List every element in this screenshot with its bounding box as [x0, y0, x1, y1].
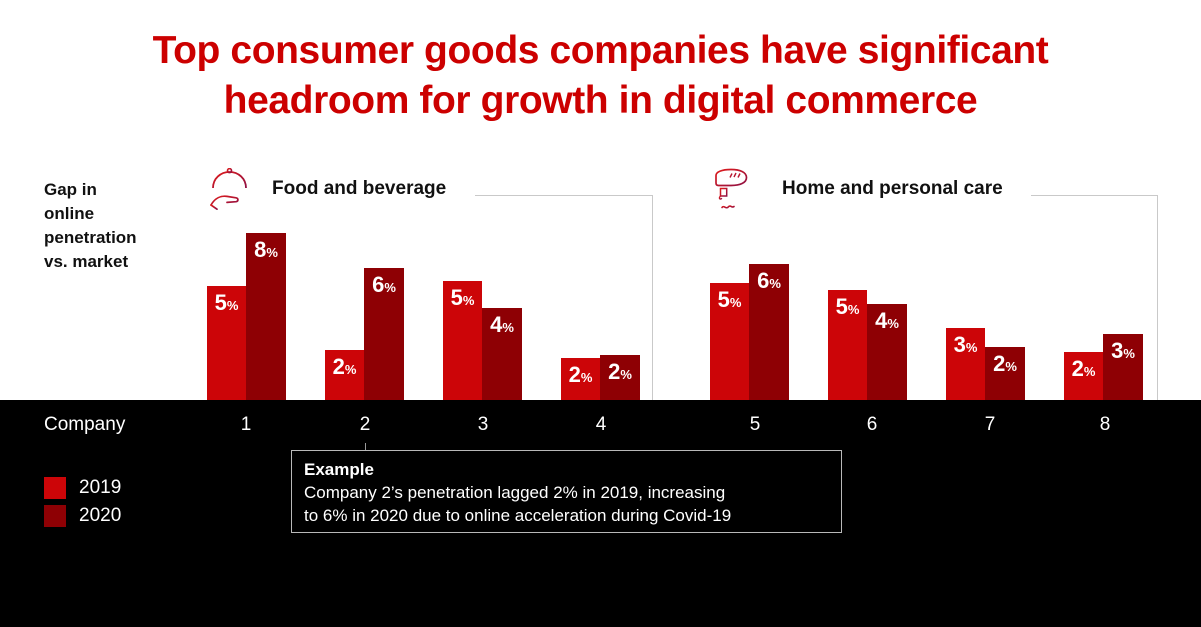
- panel-divider-right: [1157, 195, 1158, 400]
- x-tick-label-4: 4: [595, 414, 607, 435]
- bar-company-5-2019[interactable]: 5%: [710, 283, 749, 400]
- bar-value-label: 2%: [608, 359, 632, 384]
- title-line-1: Top consumer goods companies have signif…: [152, 29, 1049, 72]
- callout-body-line-1: Company 2’s penetration lagged 2% in 201…: [304, 483, 726, 502]
- bar-value-label: 6%: [372, 272, 396, 297]
- bar-value-unit: %: [965, 340, 978, 355]
- x-tick-label-5: 5: [749, 414, 761, 435]
- panel-rule-food: [475, 195, 653, 196]
- panel-title-food-and-beverage: Food and beverage: [272, 178, 447, 199]
- bar-value-unit: %: [266, 245, 278, 260]
- callout-leader-line: [365, 443, 366, 453]
- bar-company-7-2020[interactable]: 2%: [985, 347, 1025, 400]
- bar-value-unit: %: [1083, 364, 1096, 379]
- panel-title-home-and-personal-care: Home and personal care: [782, 178, 1003, 199]
- bar-company-2-2019[interactable]: 2%: [325, 350, 364, 400]
- bar-value-label: 2%: [568, 362, 593, 387]
- bar-value-label: 8%: [254, 237, 278, 262]
- y-axis-label-line-1: Gap in: [44, 180, 97, 199]
- bar-company-3-2019[interactable]: 5%: [443, 281, 482, 400]
- bar-value-label: 3%: [953, 332, 978, 357]
- bar-value-unit: %: [769, 276, 781, 291]
- bar-value-unit: %: [344, 362, 357, 377]
- bar-company-4-2020[interactable]: 2%: [600, 355, 640, 400]
- bar-value-label: 5%: [717, 287, 742, 312]
- legend: 2019 2020: [44, 474, 121, 530]
- title-line-2: headroom for growth in digital commerce: [223, 79, 978, 122]
- bar-company-8-2019[interactable]: 2%: [1064, 352, 1103, 400]
- example-callout: Example Company 2’s penetration lagged 2…: [291, 450, 842, 533]
- bar-value-unit: %: [1123, 346, 1135, 361]
- bar-value-unit: %: [1005, 359, 1017, 374]
- bar-value-label: 4%: [875, 308, 899, 333]
- bar-company-1-2020[interactable]: 8%: [246, 233, 286, 400]
- panel-rule-home: [1031, 195, 1158, 196]
- y-axis-label-line-2: online: [44, 204, 95, 223]
- bar-company-2-2020[interactable]: 6%: [364, 268, 404, 400]
- bar-company-5-2020[interactable]: 6%: [749, 264, 789, 400]
- bar-value-label: 2%: [1071, 356, 1096, 381]
- bar-value-unit: %: [580, 370, 593, 385]
- y-axis-label-line-4: vs. market: [44, 252, 129, 271]
- legend-item-2019[interactable]: 2019: [44, 474, 121, 502]
- legend-swatch-2019: [44, 477, 66, 499]
- bar-company-6-2020[interactable]: 4%: [867, 304, 907, 400]
- bar-value-label: 5%: [450, 285, 475, 310]
- bar-value-unit: %: [729, 295, 742, 310]
- legend-label-2019: 2019: [79, 477, 122, 498]
- x-tick-label-3: 3: [477, 414, 489, 435]
- bar-value-unit: %: [502, 320, 514, 335]
- bar-value-unit: %: [887, 316, 899, 331]
- legend-label-2020: 2020: [79, 505, 122, 526]
- x-axis-title: Company: [44, 414, 126, 435]
- bar-company-8-2020[interactable]: 3%: [1103, 334, 1143, 400]
- callout-body: Company 2’s penetration lagged 2% in 201…: [304, 481, 829, 527]
- bar-value-label: 2%: [332, 354, 357, 379]
- callout-body-line-2: to 6% in 2020 due to online acceleration…: [304, 506, 732, 525]
- page-title: Top consumer goods companies have signif…: [0, 26, 1201, 126]
- bar-company-4-2019[interactable]: 2%: [561, 358, 600, 400]
- bar-value-label: 4%: [490, 312, 514, 337]
- bar-value-unit: %: [847, 302, 860, 317]
- callout-title: Example: [304, 460, 374, 479]
- bar-value-label: 3%: [1111, 338, 1135, 363]
- x-tick-label-2: 2: [359, 414, 371, 435]
- bar-value-unit: %: [226, 298, 239, 313]
- y-axis-label-line-3: penetration: [44, 228, 137, 247]
- bar-company-7-2019[interactable]: 3%: [946, 328, 985, 400]
- cloche-serving-dome-icon: [206, 167, 264, 211]
- bar-value-label: 5%: [835, 294, 860, 319]
- bar-company-6-2019[interactable]: 5%: [828, 290, 867, 400]
- bar-value-unit: %: [462, 293, 475, 308]
- x-tick-label-1: 1: [240, 414, 252, 435]
- bar-value-label: 2%: [993, 351, 1017, 376]
- x-tick-label-6: 6: [866, 414, 878, 435]
- bar-company-3-2020[interactable]: 4%: [482, 308, 522, 400]
- x-tick-label-8: 8: [1099, 414, 1111, 435]
- panel-divider-center: [652, 195, 653, 400]
- legend-item-2020[interactable]: 2020: [44, 502, 121, 530]
- bar-company-1-2019[interactable]: 5%: [207, 286, 246, 400]
- y-axis-label: Gap in online penetration vs. market: [44, 178, 194, 274]
- x-tick-label-7: 7: [984, 414, 996, 435]
- bar-value-label: 5%: [214, 290, 239, 315]
- bar-value-unit: %: [384, 280, 396, 295]
- bar-value-label: 6%: [757, 268, 781, 293]
- hair-dryer-icon: [706, 168, 764, 210]
- plot-area: 5% 8% 2% 6% 5% 4% 2% 2% 5% 6% 5% 4% 3% 2% 2% 3%: [0, 160, 1201, 400]
- bar-value-unit: %: [620, 367, 632, 382]
- legend-swatch-2020: [44, 505, 66, 527]
